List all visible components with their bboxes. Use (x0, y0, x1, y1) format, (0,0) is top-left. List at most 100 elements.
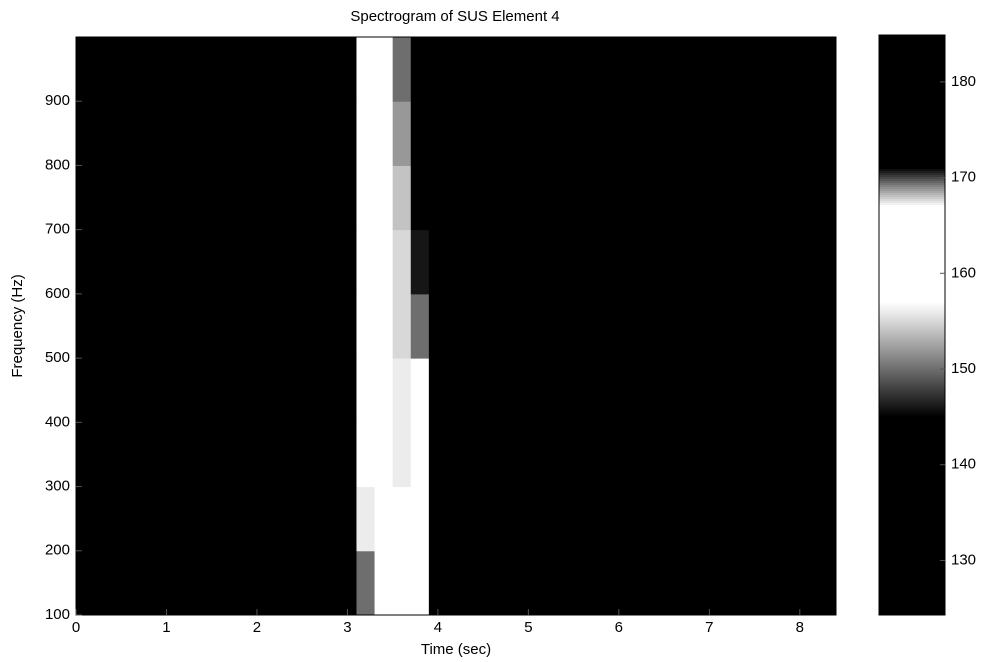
cell (411, 37, 430, 102)
cell (664, 358, 755, 423)
y-tick-label: 900 (45, 92, 70, 109)
cell (483, 551, 574, 616)
cell (483, 358, 574, 423)
cell (375, 101, 394, 166)
x-tick-label: 0 (72, 619, 80, 636)
y-tick-label: 700 (45, 221, 70, 238)
heatmap (76, 37, 837, 616)
colorbar-tick-label: 160 (951, 264, 976, 281)
cell (356, 230, 375, 295)
cell (483, 37, 574, 102)
cell (356, 487, 375, 552)
cell (76, 551, 357, 616)
cell (483, 101, 574, 166)
cell (356, 37, 375, 102)
cell (574, 422, 665, 487)
cell (429, 230, 484, 295)
cell (664, 487, 755, 552)
cell (429, 37, 484, 102)
colorbar-tick-label: 170 (951, 169, 976, 186)
cell (393, 551, 412, 616)
cell (375, 37, 394, 102)
x-tick-label: 3 (343, 619, 351, 636)
x-tick-label: 4 (434, 619, 442, 636)
cell (411, 487, 430, 552)
cell (411, 101, 430, 166)
cell (411, 358, 430, 423)
y-tick-label: 600 (45, 285, 70, 302)
colorbar-tick-label: 140 (951, 456, 976, 473)
cell (356, 294, 375, 359)
x-tick-label: 5 (524, 619, 532, 636)
cell (375, 422, 394, 487)
colorbar-tick-label: 150 (951, 360, 976, 377)
y-tick-label: 200 (45, 542, 70, 559)
cell (76, 165, 357, 230)
cell (664, 294, 755, 359)
cell (483, 487, 574, 552)
cell (429, 487, 484, 552)
cell (574, 165, 665, 230)
x-tick-label: 2 (253, 619, 261, 636)
cell (429, 422, 484, 487)
cell (574, 230, 665, 295)
cell (574, 294, 665, 359)
cell (483, 294, 574, 359)
y-tick-label: 100 (45, 606, 70, 623)
cell (76, 422, 357, 487)
cell (411, 294, 430, 359)
cell (393, 230, 412, 295)
cell (755, 101, 837, 166)
cell (755, 358, 837, 423)
cell (483, 422, 574, 487)
cell (664, 551, 755, 616)
cell (375, 551, 394, 616)
cell (76, 230, 357, 295)
cell (429, 358, 484, 423)
cell (411, 422, 430, 487)
cell (429, 551, 484, 616)
y-tick-label: 500 (45, 349, 70, 366)
cell (356, 358, 375, 423)
cell (755, 294, 837, 359)
cell (76, 487, 357, 552)
cell (393, 37, 412, 102)
cell (574, 487, 665, 552)
cell (375, 230, 394, 295)
x-tick-label: 8 (796, 619, 804, 636)
cell (76, 294, 357, 359)
y-tick-label: 300 (45, 478, 70, 495)
x-tick-label: 7 (705, 619, 713, 636)
x-axis-label: Time (sec) (421, 641, 491, 658)
cell (393, 101, 412, 166)
cell (483, 165, 574, 230)
cell (755, 422, 837, 487)
cell (755, 165, 837, 230)
cell (375, 358, 394, 423)
cell (429, 294, 484, 359)
cell (574, 358, 665, 423)
cell (393, 358, 412, 423)
cell (429, 101, 484, 166)
cell (356, 422, 375, 487)
chart-title: Spectrogram of SUS Element 4 (350, 8, 559, 25)
cell (574, 37, 665, 102)
cell (574, 551, 665, 616)
cell (393, 487, 412, 552)
cell (755, 230, 837, 295)
cell (755, 37, 837, 102)
y-axis-label: Frequency (Hz) (9, 274, 26, 377)
cell (76, 101, 357, 166)
cell (483, 230, 574, 295)
x-tick-label: 1 (162, 619, 170, 636)
cell (664, 37, 755, 102)
colorbar-tick-label: 180 (951, 73, 976, 90)
cell (664, 422, 755, 487)
x-tick-label: 6 (615, 619, 623, 636)
cell (429, 165, 484, 230)
y-tick-label: 400 (45, 413, 70, 430)
cell (393, 422, 412, 487)
colorbar-tick-label: 130 (951, 551, 976, 568)
cell (393, 165, 412, 230)
